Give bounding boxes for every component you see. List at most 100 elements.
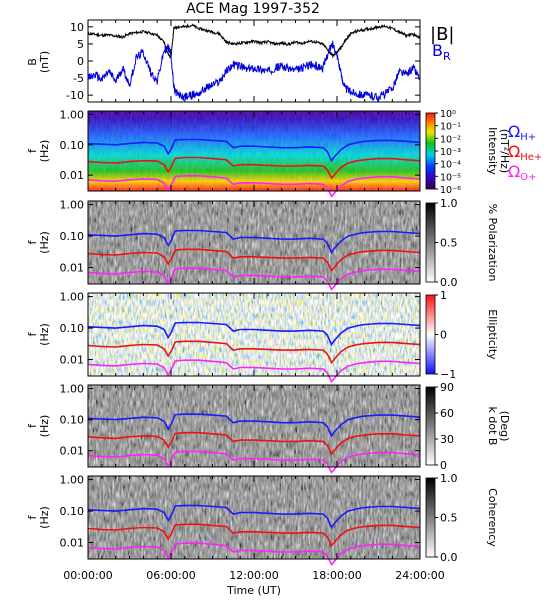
f-axis-label: f xyxy=(26,148,39,153)
x-axis: 00:00:00 06:00:00 12:00:00 18:00:00 24:0… xyxy=(63,569,444,597)
f-tick-label: 0.01 xyxy=(60,354,85,367)
series-B-radial xyxy=(87,40,420,103)
colorbar-tick-label: 10⁻⁴ xyxy=(440,160,461,171)
gyro-O-symbol: Ω xyxy=(508,162,520,181)
gyro-legend-He: ΩHe+ xyxy=(508,142,542,163)
f-tick-label: 0.10 xyxy=(60,322,85,335)
gyro-line-H xyxy=(87,413,421,438)
gyro-line-He xyxy=(87,156,421,180)
panel-polarization: 1.00 0.10 0.01 f (Hz) 1.0 0.5 0.0 % Polarization xyxy=(26,197,499,291)
x-tick-label: 00:00:00 xyxy=(63,569,112,582)
legend-BR-main: B xyxy=(432,41,443,60)
field-y-tick-label: -10 xyxy=(66,89,84,102)
colorbar-label: % Polarization xyxy=(486,204,499,282)
f-axis-label: f xyxy=(26,331,39,336)
gyro-line-He xyxy=(87,340,421,365)
gyro-O-sub: O+ xyxy=(520,172,536,183)
x-tick-label: 06:00:00 xyxy=(146,569,195,582)
field-series xyxy=(87,23,420,103)
legend-B: |B| xyxy=(430,24,454,45)
gyro-line-He xyxy=(87,248,421,273)
f-axis-units: (Hz) xyxy=(38,140,51,163)
colorbar-label: Intensity xyxy=(486,127,499,175)
panel-coherency: 1.00 0.10 0.01 f (Hz) 1.0 0.5 0.0 Coherency xyxy=(26,472,499,566)
gyro-line-H xyxy=(87,504,421,530)
colorbar-ellipticity xyxy=(425,294,436,375)
f-tick-label: 1.00 xyxy=(60,199,85,212)
gyro-legend-H: ΩH+ xyxy=(508,122,536,143)
field-ylabel: B xyxy=(26,58,39,66)
colorbar-tick-label: 1.0 xyxy=(440,197,458,210)
gyro-line-O xyxy=(87,359,421,383)
colorbar-kdotb xyxy=(425,386,436,466)
panel-ellipticity: 1.00 0.10 0.01 f (Hz) 1 0 −1 Ellipticity xyxy=(26,289,499,383)
colorbar-tick-label: 90 xyxy=(440,381,454,394)
colorbar-tick-label: 30 xyxy=(440,433,454,446)
f-axis-units: (Hz) xyxy=(38,506,51,529)
colorbar-tick-label: 0 xyxy=(440,459,447,472)
colorbar-tick-label: 0.5 xyxy=(440,237,458,250)
legend-BR: BR xyxy=(432,41,451,63)
gyro-line-O xyxy=(87,175,421,198)
colorbar-coherency xyxy=(425,477,436,558)
colorbar-label: Ellipticity xyxy=(486,309,499,360)
gyro-line-H xyxy=(87,321,421,347)
f-tick-label: 0.10 xyxy=(60,230,85,243)
field-y-tick-label: 0 xyxy=(77,55,84,68)
x-tick-label: 18:00:00 xyxy=(312,569,361,582)
colorbar-tick-label: 0.5 xyxy=(440,512,458,525)
field-y-tick-label: 10 xyxy=(70,21,84,34)
colorbar-tick-label: −1 xyxy=(440,368,456,381)
colorbar-tick-label: 10⁻² xyxy=(440,134,461,145)
colorbar-tick-label: 0.0 xyxy=(440,276,458,289)
f-tick-label: 0.10 xyxy=(60,414,85,427)
chart-title: ACE Mag 1997-352 xyxy=(186,1,320,17)
gyro-line-O xyxy=(87,267,421,291)
gyro-He-sub: He+ xyxy=(520,152,542,163)
gyro-line-H xyxy=(87,229,421,255)
colorbar-tick-label: 10⁰ xyxy=(440,109,456,120)
gyro-line-O xyxy=(87,450,421,474)
panel-intensity: 1.00 0.10 0.01 f (Hz) 10⁰ 10⁻¹10⁻² 10⁻³ 10⁻⁴10⁻⁵… xyxy=(26,108,511,198)
colorbar-tick-label: 10⁻¹ xyxy=(440,122,461,133)
gyro-line-H xyxy=(87,138,421,163)
gyro-line-O xyxy=(87,542,421,566)
x-axis-label: Time (UT) xyxy=(226,584,281,597)
gyro-H-symbol: Ω xyxy=(508,122,520,141)
f-tick-label: 0.01 xyxy=(60,169,85,182)
gyro-legend: ΩH+ ΩHe+ ΩO+ xyxy=(508,122,542,183)
f-tick-label: 0.01 xyxy=(60,262,85,275)
colorbar-tick-label: 1 xyxy=(440,289,447,302)
field-y-ticks: 10 5 0 -5 -10 xyxy=(66,20,421,102)
colorbar-tick-label: 0.0 xyxy=(440,551,458,564)
field-y-tick-label: 5 xyxy=(77,38,84,51)
f-axis-label: f xyxy=(26,239,39,244)
colorbar-units: (Deg) xyxy=(498,411,511,442)
spectral-panels: 1.000.100.01f (Hz)10⁰10⁻¹10⁻²10⁻³10⁻⁴10⁻⁵… xyxy=(26,108,511,566)
colorbar-intensity xyxy=(425,112,436,190)
f-tick-label: 1.00 xyxy=(60,474,85,487)
gyro-legend-O: ΩO+ xyxy=(508,162,536,183)
gyro-line-He xyxy=(87,431,421,456)
f-tick-label: 0.01 xyxy=(60,537,85,550)
x-tick-label: 12:00:00 xyxy=(229,569,278,582)
colorbar-polarization xyxy=(425,202,436,283)
legend-BR-sub: R xyxy=(443,50,451,63)
colorbar-tick-label: 10⁻⁶ xyxy=(440,185,461,196)
colorbar-tick-label: 1.0 xyxy=(440,472,458,485)
colorbar-units: (nT²/Hz) xyxy=(498,129,511,173)
f-tick-label: 1.00 xyxy=(60,108,85,121)
colorbar-label: Coherency xyxy=(486,488,499,547)
f-tick-label: 0.10 xyxy=(60,505,85,518)
colorbar-tick-label: 0 xyxy=(440,329,447,342)
colorbar-tick-label: 10⁻⁵ xyxy=(440,172,461,183)
f-axis-label: f xyxy=(26,423,39,428)
x-tick-label: 24:00:00 xyxy=(395,569,444,582)
f-tick-label: 1.00 xyxy=(60,383,85,396)
gyro-He-symbol: Ω xyxy=(508,142,520,161)
f-axis-label: f xyxy=(26,514,39,519)
f-axis-units: (Hz) xyxy=(38,323,51,346)
field-panel-frame xyxy=(87,19,421,103)
